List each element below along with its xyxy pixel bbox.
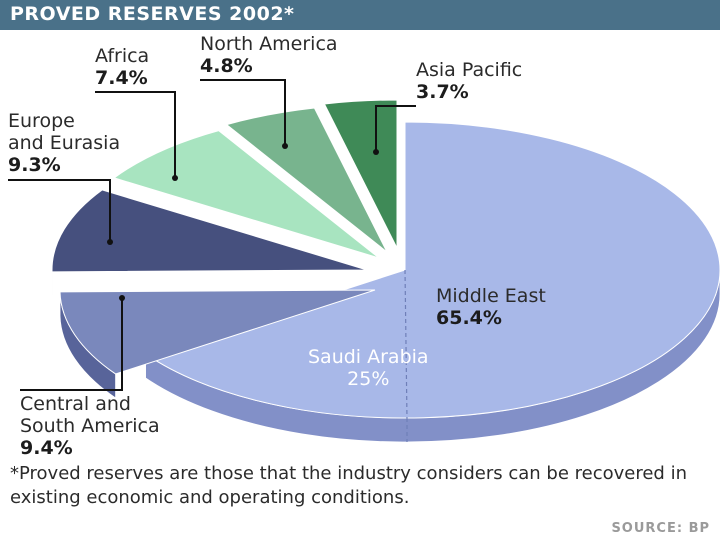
label-europe-eurasia: Europe and Eurasia 9.3% — [8, 110, 120, 176]
source-credit: SOURCE: BP — [611, 521, 710, 536]
label-saudi-pct: 25% — [347, 368, 390, 390]
label-europe-pct: 9.3% — [8, 154, 61, 176]
label-saudi-name: Saudi Arabia — [308, 346, 429, 368]
label-europe-line1: Europe — [8, 110, 75, 132]
label-africa-name: Africa — [95, 45, 150, 67]
footnote: *Proved reserves are those that the indu… — [10, 463, 687, 508]
label-saudi-arabia: Saudi Arabia 25% — [308, 346, 429, 390]
leader-europe — [8, 179, 111, 242]
label-africa-pct: 7.4% — [95, 67, 148, 89]
pie-slice-asia-pacific — [323, 99, 398, 249]
leader-africa — [95, 91, 176, 178]
label-north-america-pct: 4.8% — [200, 55, 253, 77]
label-africa: Africa 7.4% — [95, 45, 149, 89]
pie-slice-north-america — [225, 107, 388, 253]
label-north-america: North America 4.8% — [200, 33, 338, 77]
label-csa-pct: 9.4% — [20, 437, 73, 459]
label-asia-pacific-name: Asia Pacific — [416, 59, 523, 81]
label-central-south-america: Central and South America 9.4% — [20, 393, 160, 459]
leader-europe-dot — [107, 239, 113, 245]
leader-africa-dot — [172, 175, 178, 181]
leader-csa — [20, 298, 123, 391]
label-middle-east-name: Middle East — [436, 285, 546, 307]
label-asia-pacific-pct: 3.7% — [416, 81, 469, 103]
saudi-arabia-divider — [404, 269, 408, 419]
leader-asia-pacific-dot — [373, 149, 379, 155]
leader-north-america — [200, 79, 286, 146]
title-bar: PROVED RESERVES 2002* — [0, 0, 720, 30]
leader-csa-dot — [119, 295, 125, 301]
label-csa-line2: South America — [20, 415, 160, 437]
pie-slice-africa — [112, 130, 380, 259]
label-csa-line1: Central and — [20, 393, 131, 415]
pie-slice-europe-and-eurasia — [51, 189, 368, 273]
leader-asia-pacific — [375, 105, 416, 152]
label-middle-east: Middle East 65.4% — [436, 285, 546, 329]
label-europe-line2: and Eurasia — [8, 132, 121, 154]
label-middle-east-pct: 65.4% — [436, 307, 502, 329]
chart-title: PROVED RESERVES 2002* — [10, 3, 295, 25]
pie-slice-middle-east — [144, 121, 720, 419]
pie-slice-central-and-south-america — [59, 289, 376, 375]
label-asia-pacific: Asia Pacific 3.7% — [416, 59, 522, 103]
label-north-america-name: North America — [200, 33, 338, 55]
leader-north-america-dot — [282, 143, 288, 149]
